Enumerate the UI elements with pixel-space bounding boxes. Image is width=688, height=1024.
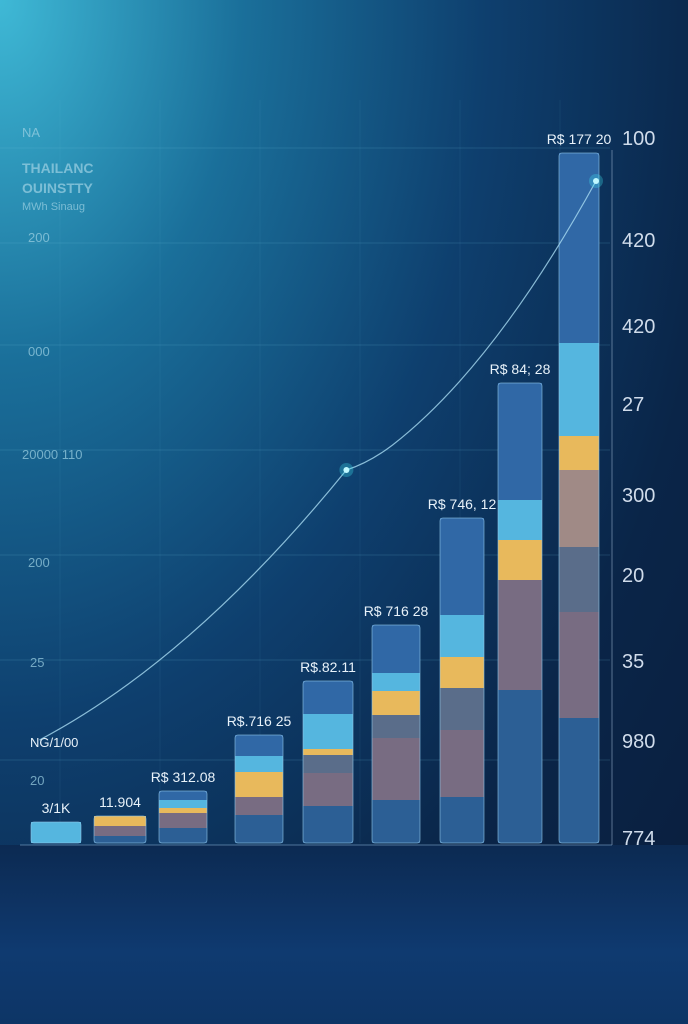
bar-segment [440,518,484,615]
bar-segment [159,828,207,843]
right-axis-label: 100 [622,128,656,150]
left-label: 20000 110 [22,447,83,462]
reflective-floor [0,845,688,1024]
bar-outline [30,821,82,844]
title-line2: OUINSTTY [22,180,93,196]
title-line1: THAILANC [22,160,94,176]
bar-segment [94,836,146,843]
bar-segment [303,681,353,714]
bar-outline [439,517,485,844]
bar-segment [303,714,353,749]
bar-outline [93,815,147,844]
bar-segment [372,800,420,843]
bar-segment [440,797,484,843]
bar-segment [303,806,353,843]
bar-segment [235,756,283,772]
bar-data-label: 11.904 [99,794,141,810]
bar-outline [234,734,284,844]
bar-outline [558,152,600,844]
right-axis-label: 774 [622,828,656,850]
bar-segment [94,826,146,836]
bar-segment [303,755,353,773]
bar-segment [559,470,599,547]
bar-segment [159,800,207,808]
bar-segment [440,730,484,797]
bar-segment [440,657,484,688]
trend-point [593,178,599,184]
bar-data-label: 3/1K [41,800,71,816]
bar-segment [235,735,283,756]
bar-segment [94,816,146,826]
bar-data-label: R$ 746, 12 [427,496,497,512]
bar-data-label: R$.716 25 [226,713,292,729]
right-axis-label: 300 [622,485,656,507]
bar-segment [559,436,599,470]
bar-segment [559,718,599,843]
right-axis-label: 420 [622,316,656,338]
bar-segment [159,813,207,828]
bar-segment [559,612,599,718]
title-top: NA [22,125,41,140]
bar-segment [235,772,283,797]
bar-segment [303,749,353,755]
bar-data-label: R$ 84; 28 [489,361,551,377]
bar-segment [31,822,81,843]
bar-segment [372,715,420,738]
bar-segment [559,343,599,436]
right-axis-label: 420 [622,230,656,252]
bar-segment [159,808,207,813]
trend-point [343,467,350,473]
bar-data-label: R$ 716 28 [363,603,429,619]
right-axis-label: 980 [622,731,656,753]
bar-segment [372,625,420,673]
bar-segment [440,688,484,730]
left-label: 000 [28,344,50,359]
right-axis-label: 20 [622,565,645,587]
bar-data-label: R$ 177 20 [546,131,612,147]
bar-outline [497,382,543,844]
trend-line [39,180,597,741]
bar-segment [498,580,542,690]
left-label: 200 [28,555,50,570]
bar-outline [302,680,354,844]
right-axis-label: 27 [622,394,645,416]
bar-segment [372,673,420,691]
bar-segment [498,540,542,580]
left-label: 25 [30,655,45,670]
bar-segment [235,797,283,815]
bar-data-label: R$.82.11 [300,659,356,675]
bar-segment [372,738,420,800]
bar-segment [498,383,542,500]
bar-segment [372,691,420,715]
right-axis-label: 35 [622,651,645,673]
bar-segment [440,615,484,657]
bar-outline [158,790,208,844]
bar-outline [371,624,421,844]
bar-segment [303,773,353,806]
bar-segment [559,547,599,612]
bar-segment [235,815,283,843]
left-label: 20 [30,773,45,788]
subtitle: MWh Sinaug [22,201,85,213]
bar-data-label: R$ 312.08 [150,769,216,785]
bar-segment [498,690,542,843]
left-label: 200 [28,230,50,245]
bar-segment [498,500,542,540]
bar-segment [559,153,599,343]
bar-segment [159,791,207,800]
